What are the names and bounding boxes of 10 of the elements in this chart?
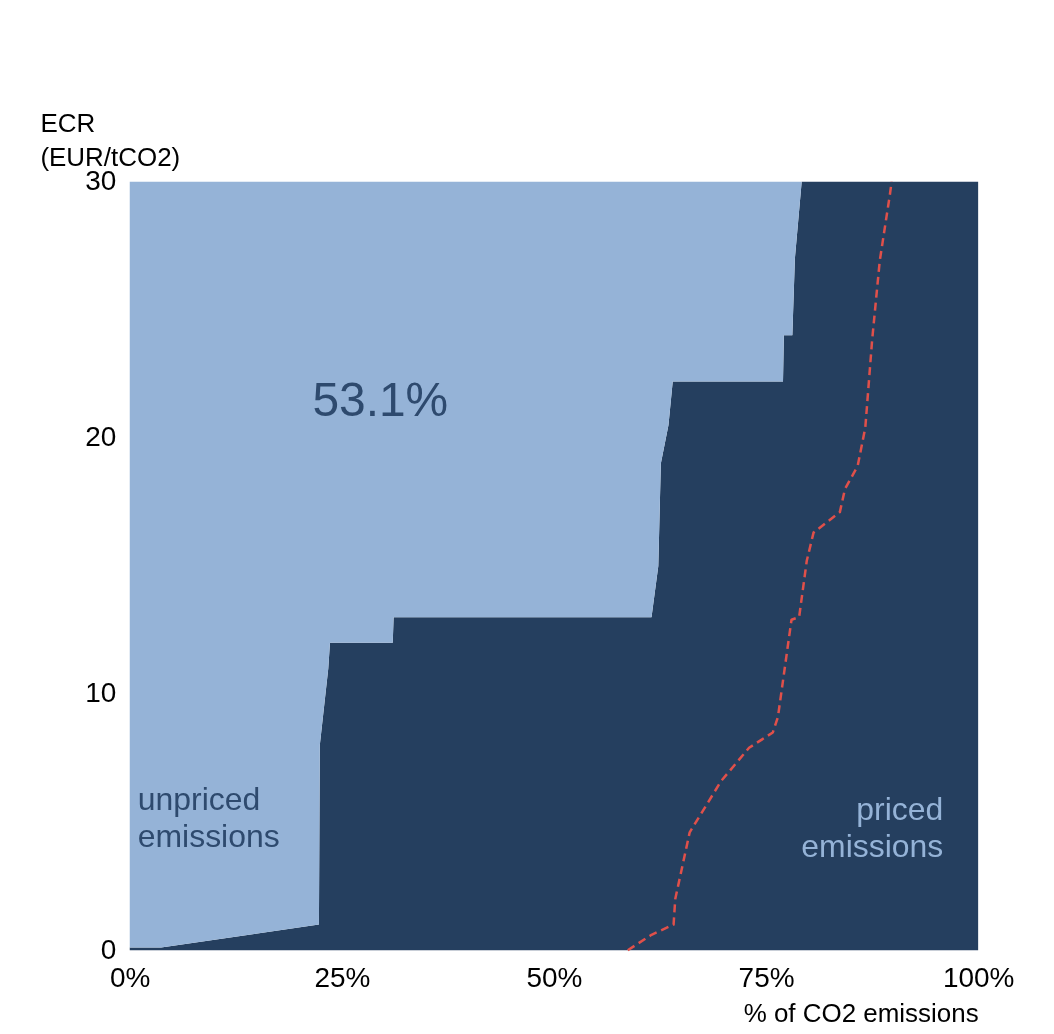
x-tick-label: 50% bbox=[526, 961, 583, 993]
y-tick-label: 10 bbox=[85, 677, 117, 709]
y-tick-label: 20 bbox=[85, 421, 117, 453]
x-tick-label: 100% bbox=[942, 961, 1015, 993]
x-axis-title: % of CO2 emissions bbox=[743, 998, 979, 1027]
annotation: unpriced emissions bbox=[137, 781, 280, 855]
annotation: 53.1% bbox=[312, 373, 449, 427]
x-tick-label: 75% bbox=[738, 961, 795, 993]
x-tick-label: 25% bbox=[314, 961, 371, 993]
annotation: priced emissions bbox=[801, 791, 944, 865]
